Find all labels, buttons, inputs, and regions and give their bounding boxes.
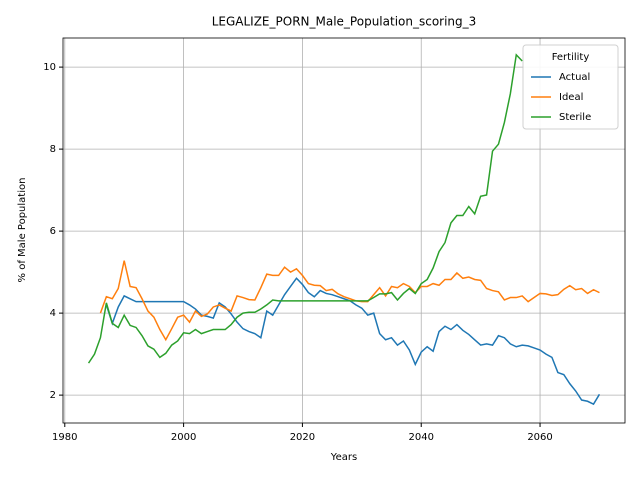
legend-box [522, 44, 619, 130]
legend-label: Ideal [559, 92, 583, 103]
y-tick-label: 2 [50, 390, 56, 401]
y-tick-label: 10 [43, 62, 56, 73]
data-line [87, 53, 523, 364]
y-tick-label: 6 [50, 226, 56, 237]
y-axis-label: % of Male Population [17, 178, 28, 283]
x-tick-label: 1980 [52, 432, 77, 443]
legend-label: Actual [559, 72, 590, 83]
x-tick-label: 2020 [290, 432, 315, 443]
legend-title: Fertility [552, 52, 590, 63]
x-axis-label: Years [330, 452, 357, 463]
data-line [105, 277, 601, 406]
y-tick-label: 8 [50, 144, 56, 155]
x-tick-label: 2000 [171, 432, 196, 443]
legend-label: Sterile [559, 112, 591, 123]
y-tick-label: 4 [50, 308, 56, 319]
x-tick-label: 2040 [409, 432, 434, 443]
plot-frame [62, 37, 626, 424]
x-tick-label: 2060 [527, 432, 552, 443]
chart-title: LEGALIZE_PORN_Male_Population_scoring_3 [212, 15, 477, 29]
data-line [99, 260, 600, 342]
